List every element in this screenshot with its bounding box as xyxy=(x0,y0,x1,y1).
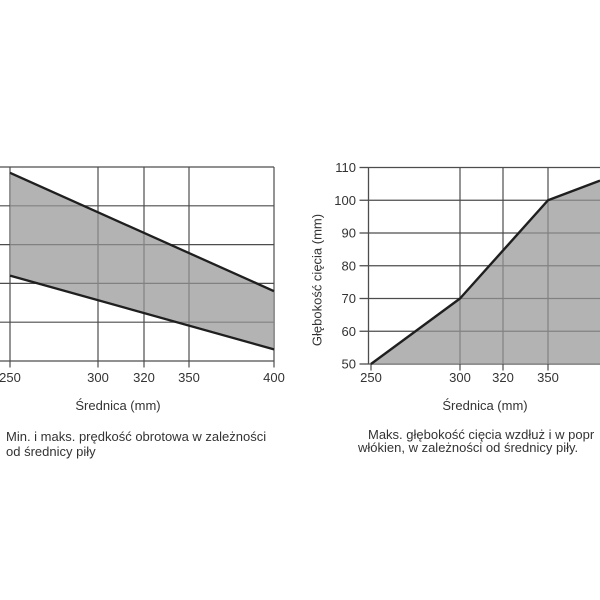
left-caption-line2: od średnicy piły xyxy=(6,444,96,459)
max-depth-line xyxy=(370,179,600,365)
left-x-tick-label: 250 xyxy=(0,370,21,385)
left-x-axis-title: Średnica (mm) xyxy=(75,398,161,413)
right-y-tick-label: 100 xyxy=(334,193,356,208)
right-x-axis-title: Średnica (mm) xyxy=(442,398,528,413)
right-x-tick-label: 350 xyxy=(537,370,559,385)
right-y-tick-label: 110 xyxy=(335,160,356,175)
left-caption-line1: Min. i maks. prędkość obrotowa w zależno… xyxy=(6,429,267,444)
right-y-tick-label: 80 xyxy=(342,258,356,273)
right-y-tick-label: 50 xyxy=(342,357,356,372)
right-caption-line1: Maks. głębokość cięcia wzdłuż i w popr xyxy=(368,427,595,442)
left-chart-caption: Min. i maks. prędkość obrotowa w zależno… xyxy=(6,429,266,459)
min-speed-line xyxy=(9,274,275,351)
right-y-tick-label: 70 xyxy=(342,291,356,306)
right-x-tick-label: 300 xyxy=(449,370,471,385)
left-x-tick-label: 300 xyxy=(87,370,109,385)
max-speed-line xyxy=(9,171,275,293)
depth-area xyxy=(371,180,600,364)
right-caption-line2: włókien, w zależności od średnicy piły. xyxy=(358,440,579,455)
right-y-axis-title: Głębokość cięcia (mm) xyxy=(309,213,325,347)
left-x-tick-label: 400 xyxy=(263,370,285,385)
left-x-tick-label: 320 xyxy=(133,370,155,385)
right-y-tick-label: 90 xyxy=(342,226,356,241)
speed-band-area xyxy=(10,172,274,350)
right-x-tick-label: 250 xyxy=(360,370,382,385)
right-x-tick-label: 320 xyxy=(492,370,514,385)
left-x-tick-label: 350 xyxy=(178,370,200,385)
right-y-tick-label: 60 xyxy=(342,324,356,339)
